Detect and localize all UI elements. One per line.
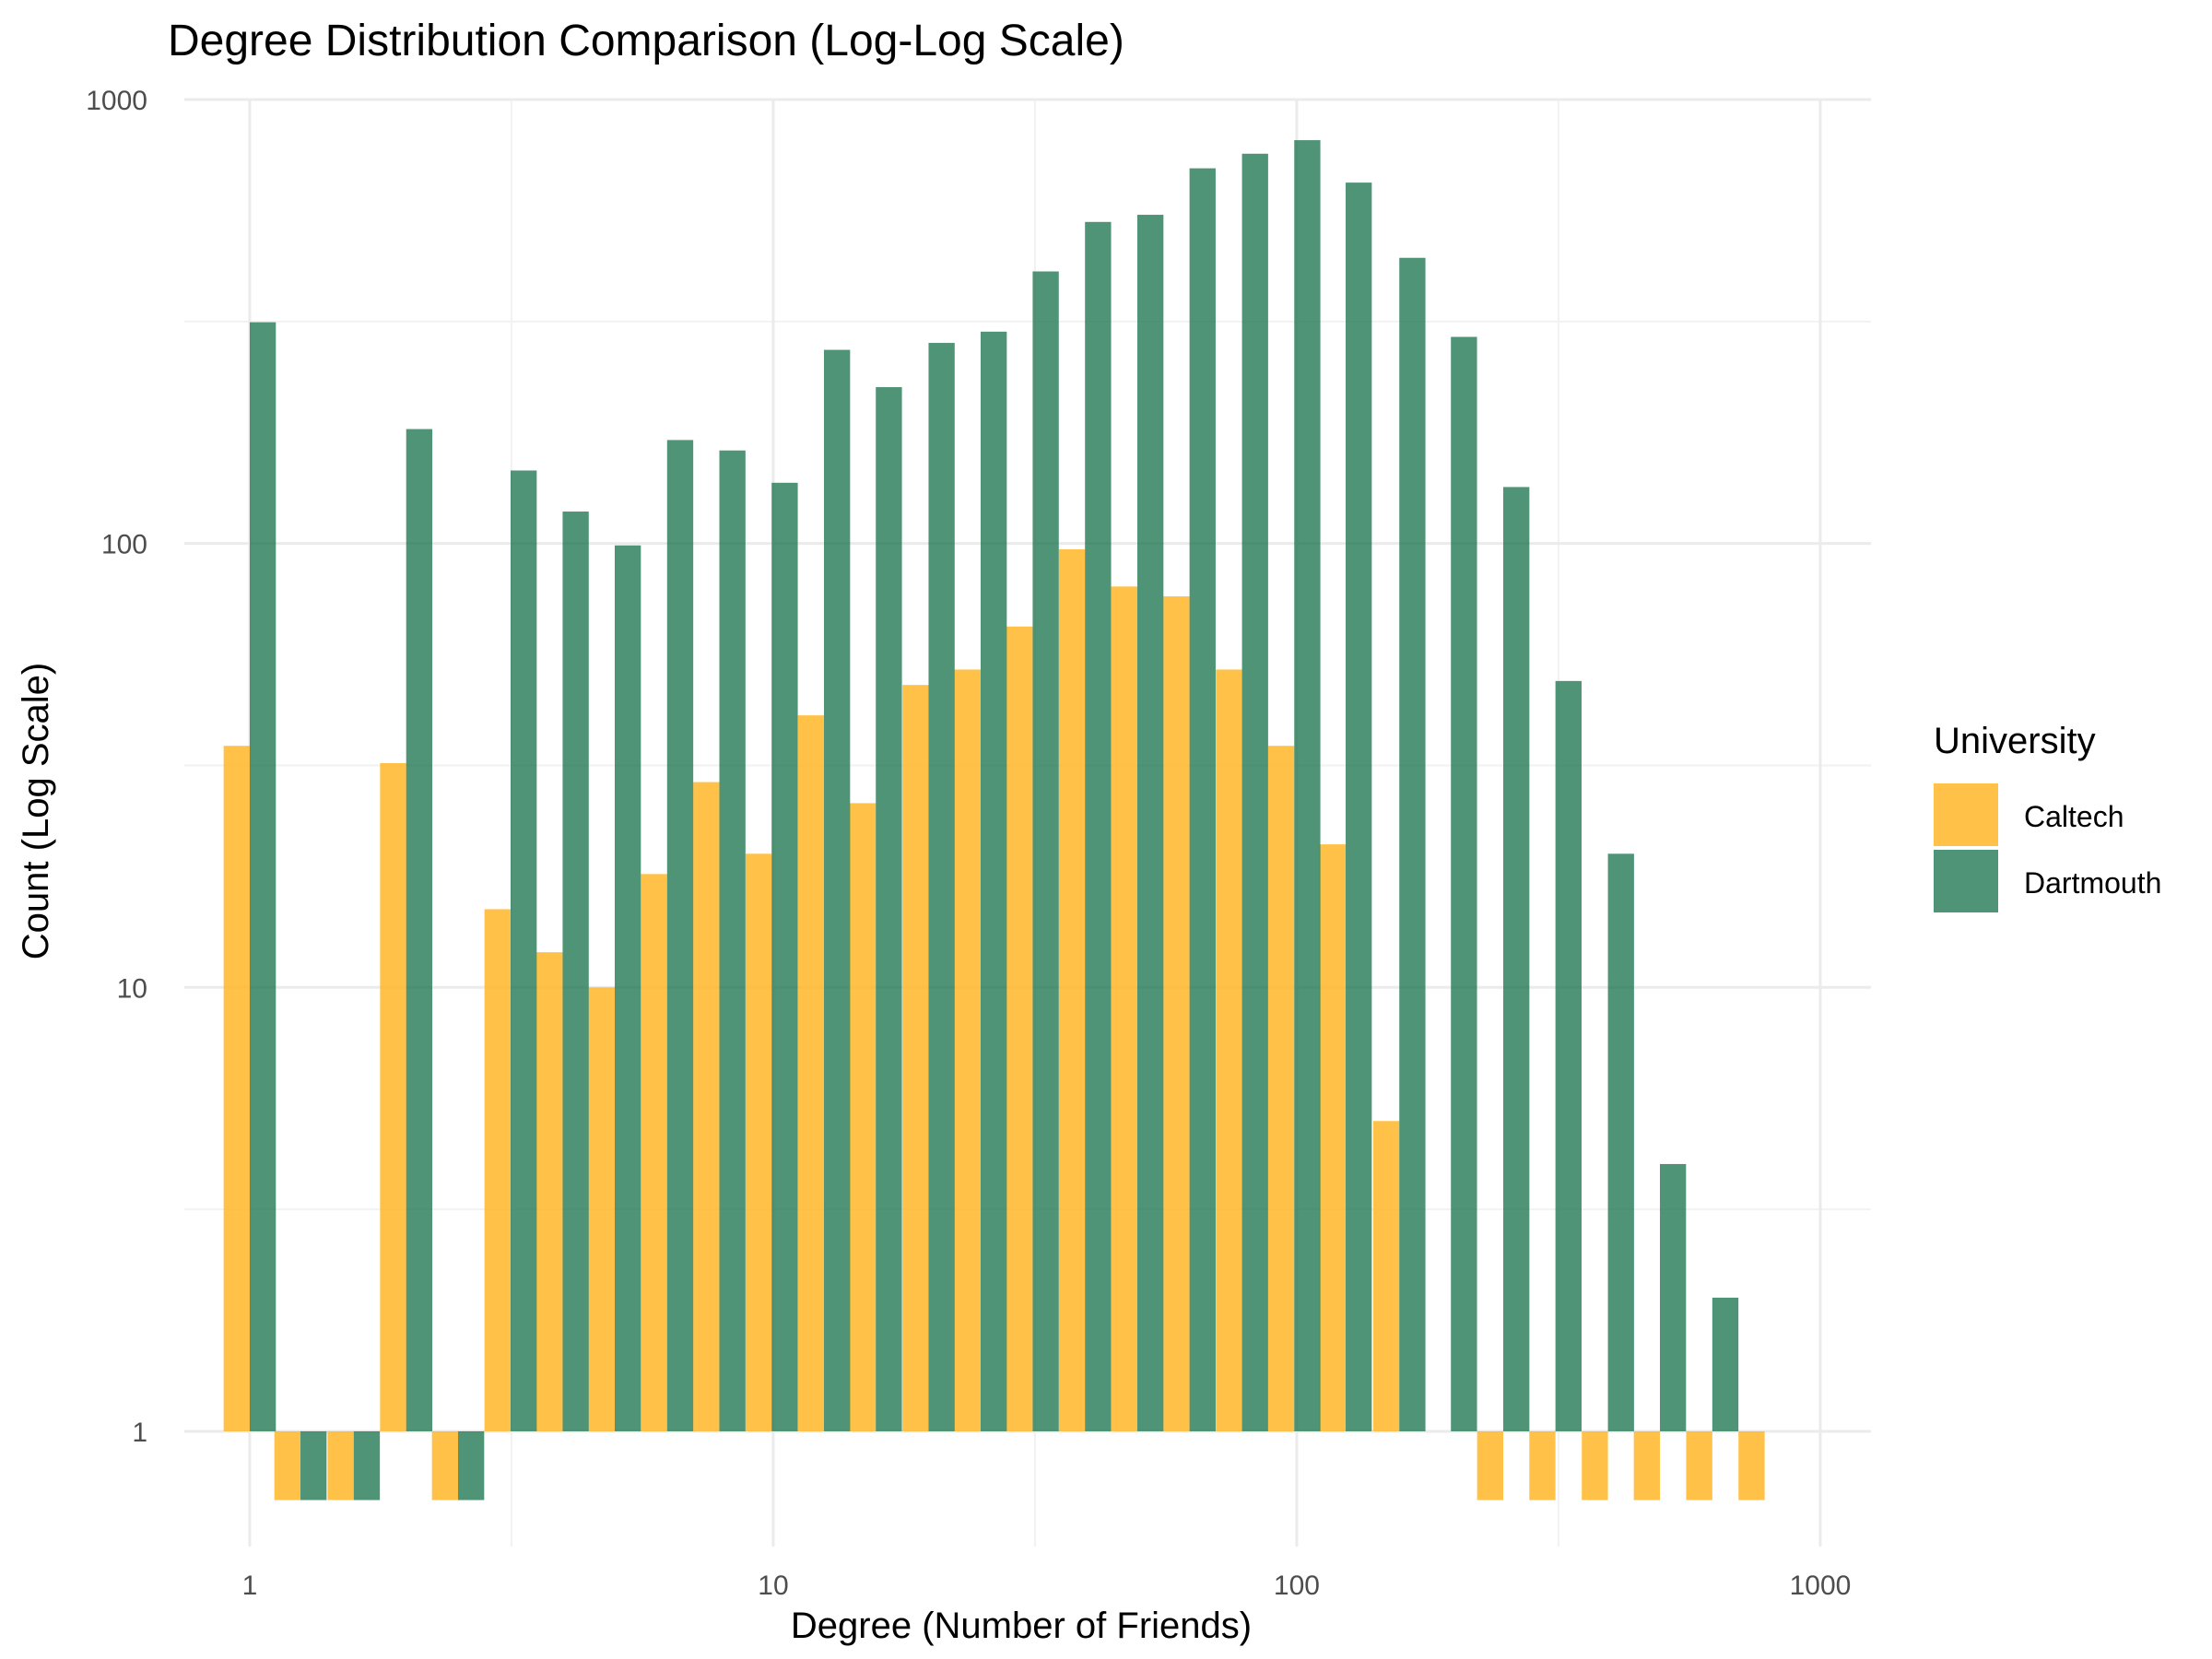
bar-caltech <box>1163 596 1190 1431</box>
bar-caltech <box>797 715 825 1431</box>
bar-caltech <box>327 1430 354 1500</box>
bar-caltech <box>1319 844 1347 1431</box>
bar-dartmouth <box>1712 1297 1739 1431</box>
bar-caltech <box>954 669 981 1431</box>
y-tick-label: 1 <box>132 1418 147 1448</box>
bar-dartmouth <box>876 387 902 1431</box>
bar-dartmouth <box>406 429 433 1431</box>
tick-labels: 1 1 10 10 100 100 1000 1000 <box>86 86 1851 1601</box>
x-tick-label: 1 <box>242 1571 258 1601</box>
x-tick-label: 1000 <box>1790 1571 1852 1601</box>
y-tick-label: 1000 <box>86 86 147 116</box>
bar-dartmouth <box>1294 140 1321 1431</box>
x-tick-label: 10 <box>758 1571 788 1601</box>
bar-caltech <box>1267 746 1295 1431</box>
bar-caltech <box>536 952 563 1431</box>
bar-dartmouth <box>1399 257 1426 1431</box>
bar-caltech <box>431 1430 458 1500</box>
bar-dartmouth <box>1032 271 1059 1431</box>
bar-caltech <box>1477 1430 1504 1500</box>
bar-dartmouth <box>928 343 955 1431</box>
bar-dartmouth <box>1136 215 1164 1431</box>
legend-key-dartmouth <box>1934 850 1998 912</box>
bar-dartmouth <box>1346 182 1372 1431</box>
bar-dartmouth <box>1451 336 1477 1431</box>
bar-caltech <box>849 803 877 1431</box>
bar-caltech <box>588 987 615 1431</box>
y-tick-label: 100 <box>101 530 147 560</box>
bar-dartmouth <box>249 322 276 1431</box>
bar-dartmouth <box>1659 1163 1687 1431</box>
bars <box>223 140 1765 1500</box>
bar-dartmouth <box>300 1430 327 1500</box>
bar-caltech <box>902 685 929 1431</box>
bar-caltech <box>641 874 667 1431</box>
bar-dartmouth <box>614 545 641 1431</box>
y-tick-label: 10 <box>117 973 147 1004</box>
legend: University Caltech Dartmouth <box>1934 721 2161 912</box>
legend-label-caltech: Caltech <box>2024 800 2124 833</box>
bar-dartmouth <box>824 349 851 1431</box>
bar-dartmouth <box>1555 680 1582 1431</box>
legend-label-dartmouth: Dartmouth <box>2024 866 2161 900</box>
bar-dartmouth <box>511 470 537 1431</box>
bar-caltech <box>1216 669 1242 1431</box>
bar-dartmouth <box>1503 487 1530 1431</box>
bar-dartmouth <box>1241 153 1268 1431</box>
bar-dartmouth <box>719 450 746 1431</box>
bar-caltech <box>1686 1430 1712 1500</box>
bar-caltech <box>1633 1430 1660 1500</box>
bar-caltech <box>1058 549 1086 1431</box>
x-axis-title: Degree (Number of Friends) <box>791 1606 1252 1646</box>
legend-key-caltech <box>1934 783 1998 846</box>
bar-dartmouth <box>1607 853 1634 1431</box>
bar-caltech <box>1529 1430 1556 1500</box>
bar-dartmouth <box>771 482 798 1431</box>
bar-caltech <box>745 853 772 1431</box>
chart-title: Degree Distribution Comparison (Log-Log … <box>168 17 1124 65</box>
bar-caltech <box>1372 1121 1400 1431</box>
bar-caltech <box>484 909 512 1431</box>
bar-dartmouth <box>562 512 589 1431</box>
bar-dartmouth <box>1189 168 1216 1431</box>
bar-dartmouth <box>353 1430 381 1500</box>
bar-dartmouth <box>981 331 1007 1431</box>
bar-caltech <box>693 782 720 1431</box>
bar-caltech <box>1582 1430 1608 1500</box>
bar-dartmouth <box>457 1430 485 1500</box>
bar-dartmouth <box>1085 221 1112 1431</box>
bar-caltech <box>1111 586 1137 1431</box>
bar-caltech <box>223 746 250 1431</box>
x-tick-label: 100 <box>1274 1571 1320 1601</box>
bar-dartmouth <box>666 440 694 1431</box>
legend-title: University <box>1934 721 2096 761</box>
bar-caltech <box>1738 1430 1765 1500</box>
bar-caltech <box>380 762 406 1431</box>
y-axis-title: Count (Log Scale) <box>16 663 56 959</box>
bar-caltech <box>1006 626 1033 1431</box>
bar-caltech <box>274 1430 301 1500</box>
